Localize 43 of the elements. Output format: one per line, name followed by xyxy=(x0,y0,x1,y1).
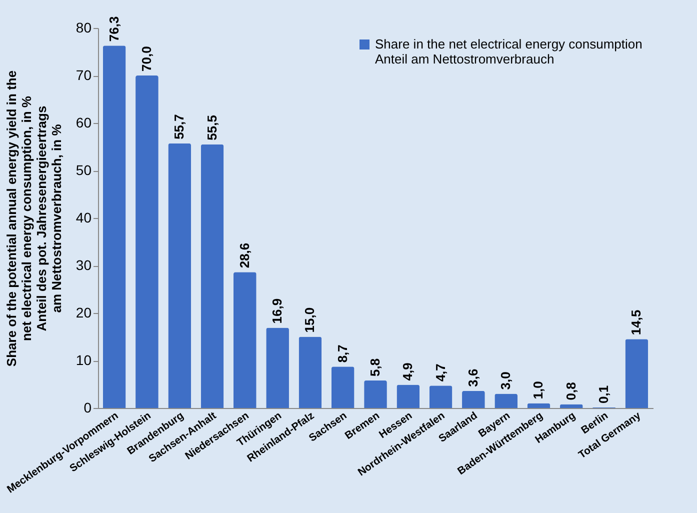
data-label: 8,7 xyxy=(334,344,350,363)
data-label: 5,8 xyxy=(368,358,382,376)
bar xyxy=(233,272,256,408)
data-label: 15,0 xyxy=(302,307,318,333)
data-label: 3,6 xyxy=(465,368,480,387)
data-label: 1,0 xyxy=(530,381,546,400)
bar xyxy=(200,144,224,408)
bar xyxy=(266,328,289,408)
y-tick-label: 70 xyxy=(76,67,92,83)
data-label: 76,3 xyxy=(106,16,122,42)
bar xyxy=(494,394,518,408)
data-label: 4,9 xyxy=(400,362,416,381)
data-label: 55,7 xyxy=(172,114,187,140)
data-label: 14,5 xyxy=(628,310,644,336)
data-label: 28,6 xyxy=(236,242,252,268)
data-label: 4,7 xyxy=(432,364,448,382)
legend-label: Share in the net electrical energy consumption Anteil am Nettostromverbrauch xyxy=(375,36,642,66)
bar xyxy=(298,336,322,408)
y-tick-label: 0 xyxy=(84,400,92,416)
y-tick-label: 80 xyxy=(76,20,92,36)
bar xyxy=(429,386,452,408)
bar xyxy=(462,390,485,408)
y-tick-label: 30 xyxy=(76,257,92,273)
data-label: 16,9 xyxy=(270,298,285,324)
bar xyxy=(364,380,387,408)
y-axis-title: Share of the potential annual energy yield in the net electrical energy consumption, in % Anteil des pot. Jahresenergieertrags am Nettostromverbrauch, in % xyxy=(4,70,64,367)
bar xyxy=(396,384,420,408)
y-tick-label: 10 xyxy=(76,352,92,368)
y-tick-label: 50 xyxy=(76,162,92,178)
data-label: 70,0 xyxy=(138,46,154,72)
data-label: 0,1 xyxy=(596,385,612,404)
y-tick-label: 20 xyxy=(76,304,92,320)
data-label: 55,5 xyxy=(204,115,220,140)
y-tick-label: 40 xyxy=(76,210,92,226)
bar xyxy=(136,76,158,408)
bar xyxy=(331,366,354,408)
data-label: 3,0 xyxy=(498,372,514,390)
bar xyxy=(102,46,126,408)
y-tick-label: 60 xyxy=(76,114,92,130)
bar xyxy=(527,403,550,408)
bar xyxy=(168,143,192,408)
bar xyxy=(625,339,648,408)
data-label: 0,8 xyxy=(563,382,578,400)
